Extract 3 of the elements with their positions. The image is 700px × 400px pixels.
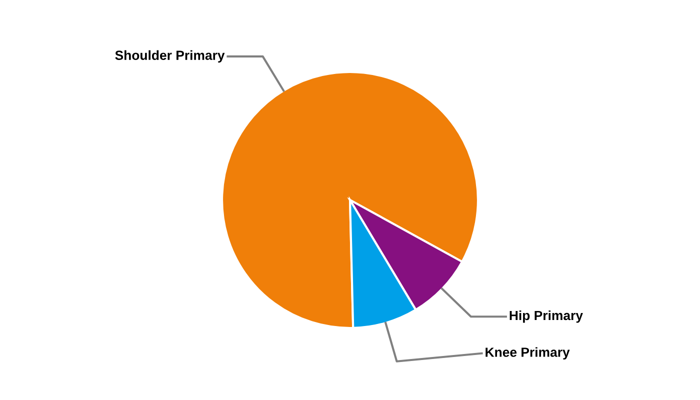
slice-label: Hip Primary: [510, 310, 583, 323]
slice-label: Shoulder Primary: [115, 50, 225, 63]
slice-label: Knee Primary: [486, 347, 570, 360]
